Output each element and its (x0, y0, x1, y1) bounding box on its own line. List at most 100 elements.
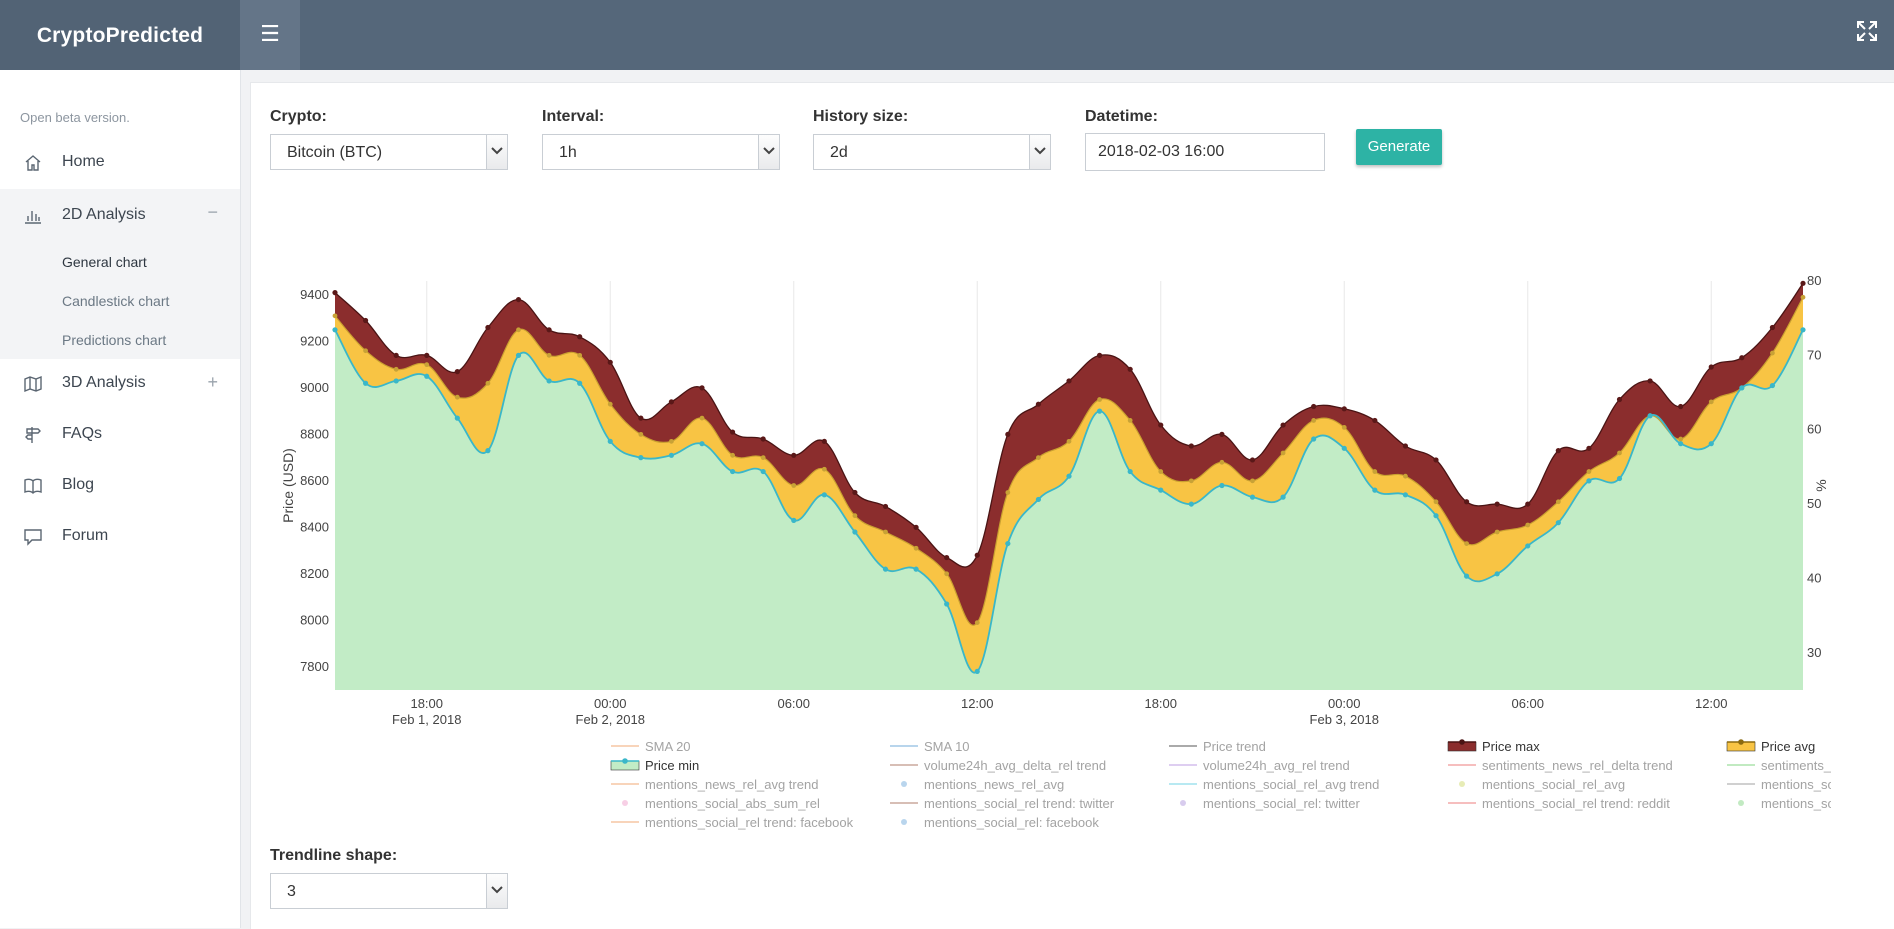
legend-label: volume24h_avg_rel trend (1203, 758, 1350, 773)
legend-item[interactable]: mentions_social_abs_sum_rel (622, 796, 820, 811)
sidebar-subitem-predictions-chart[interactable]: Predictions chart (62, 332, 167, 348)
price-min-point (1158, 487, 1164, 493)
price-max-point (1555, 448, 1561, 454)
price-max-point (1739, 355, 1745, 361)
legend-item[interactable]: volume24h_avg_rel trend (1169, 758, 1350, 773)
legend-item[interactable]: Price max (1447, 739, 1540, 754)
legend-item[interactable]: mentions_social_rel trend: facebook (611, 815, 854, 830)
generate-button[interactable]: Generate (1356, 129, 1442, 165)
sidebar-item-3d-analysis[interactable]: 3D Analysis + (0, 359, 240, 409)
price-min-point (1463, 573, 1470, 579)
x-tick-label: 06:00 (1511, 696, 1544, 711)
legend-item[interactable]: SMA 20 (611, 739, 691, 754)
legend-item[interactable]: sentiments_news_rel_delta trend (1448, 758, 1673, 773)
chevron-down-icon[interactable] (1029, 135, 1050, 169)
price-min-point (638, 455, 644, 461)
price-min-point (1005, 540, 1011, 547)
price-min-point (1249, 494, 1256, 500)
legend-item[interactable]: mentions_social_rel trend: reddit (1448, 796, 1670, 811)
sidebar-item-blog[interactable]: Blog (0, 461, 240, 511)
legend-label: mentions_social_rel: twitter (1203, 796, 1360, 811)
sidebar-item-home[interactable]: Home (0, 138, 240, 188)
book-icon (24, 477, 42, 495)
app-title[interactable]: CryptoPredicted (0, 0, 240, 70)
y-tick-label: 8200 (300, 566, 329, 581)
x-tick-label: 06:00 (777, 696, 810, 711)
price-max-point (1800, 280, 1806, 286)
legend-item[interactable]: Price min (610, 758, 699, 773)
price-avg-point (821, 466, 827, 472)
crypto-label: Crypto: (270, 108, 327, 125)
price-max-point (1678, 403, 1684, 410)
price-avg-point (424, 362, 430, 368)
legend-label: mentions_social_rel trend: twitter (924, 796, 1115, 811)
legend-item[interactable]: sentiments_social_rel_delta trend (1727, 758, 1831, 773)
price-min-point (1188, 501, 1194, 507)
price-min-point (760, 468, 766, 475)
x-tick-label: 00:00 (1328, 696, 1361, 711)
price-avg-point (454, 394, 460, 400)
price-min-point (882, 566, 889, 572)
sidebar-subitem-candlestick-chart[interactable]: Candlestick chart (62, 293, 170, 309)
price-min-point (424, 373, 430, 379)
legend-item[interactable]: mentions_social_rel_avg trend (1169, 777, 1379, 792)
legend-item[interactable]: Price avg (1726, 739, 1815, 754)
chevron-down-icon[interactable] (758, 135, 779, 169)
x-tick-date-label: Feb 1, 2018 (392, 712, 461, 727)
legend-label: mentions_social_rel trend: facebook (645, 815, 854, 830)
legend-item[interactable]: SMA 10 (890, 739, 970, 754)
legend-item[interactable]: volume24h_avg_delta_rel trend (890, 758, 1106, 773)
price-max-point (913, 524, 919, 530)
sidebar-item-label: Blog (62, 476, 95, 493)
legend-item[interactable]: mentions_news_rel_avg trend (611, 777, 818, 792)
price-max-point (1280, 422, 1286, 428)
price-min-point (607, 438, 613, 444)
price-avg-point (1433, 499, 1439, 505)
legend-item[interactable]: Price trend (1169, 739, 1266, 754)
price-avg-point (1555, 499, 1561, 505)
legend-label: SMA 20 (645, 739, 691, 754)
price-avg-point (669, 438, 674, 444)
price-avg-point (332, 313, 338, 319)
crypto-select[interactable]: Bitcoin (BTC) (270, 134, 508, 170)
collapse-icon[interactable]: − (207, 202, 218, 222)
chevron-down-icon[interactable] (486, 874, 507, 908)
legend-swatch (622, 758, 628, 764)
legend-item[interactable]: mentions_social_abs_sum_rel trend (1727, 777, 1831, 792)
y2-tick-label: 80 (1807, 273, 1821, 288)
interval-select[interactable]: 1h (542, 134, 780, 170)
legend-item[interactable]: mentions_social_rel_avg (1459, 777, 1625, 792)
legend-item[interactable]: mentions_social_rel: reddit (1738, 796, 1831, 811)
legend-label: mentions_social_rel_avg trend (1203, 777, 1379, 792)
sidebar-item-forum[interactable]: Forum (0, 512, 240, 562)
legend-item[interactable]: mentions_social_rel: twitter (1180, 796, 1360, 811)
price-min-point (1372, 487, 1378, 493)
y2-tick-label: 60 (1807, 422, 1821, 437)
fullscreen-icon[interactable] (1856, 20, 1882, 46)
price-max-point (1158, 422, 1164, 428)
chevron-down-icon[interactable] (486, 135, 507, 169)
legend-item[interactable]: mentions_news_rel_avg (901, 777, 1064, 792)
price-max-point (1647, 378, 1653, 384)
y-tick-label: 8800 (300, 426, 329, 441)
datetime-input[interactable] (1085, 133, 1325, 171)
price-min-point (485, 448, 491, 454)
history-size-select[interactable]: 2d (813, 134, 1051, 170)
sidebar-subitem-general-chart[interactable]: General chart (62, 254, 147, 270)
map-icon (24, 375, 42, 393)
legend-item[interactable]: mentions_social_rel trend: twitter (890, 796, 1115, 811)
crypto-select-value: Bitcoin (BTC) (287, 144, 383, 161)
sidebar-item-faqs[interactable]: FAQs (0, 410, 240, 460)
price-max-point (760, 436, 766, 442)
legend-item[interactable]: mentions_social_rel: facebook (901, 815, 1099, 830)
trendline-shape-select[interactable]: 3 (270, 873, 508, 909)
price-max-point (332, 290, 338, 296)
price-max-point (821, 438, 827, 444)
price-max-point (1035, 401, 1042, 407)
price-min-point (1708, 441, 1714, 447)
menu-toggle-button[interactable]: ☰ (240, 0, 300, 70)
sidebar-item-2d-analysis[interactable]: 2D Analysis − (0, 189, 240, 242)
expand-icon[interactable]: + (207, 372, 218, 392)
price-max-point (424, 352, 430, 358)
x-tick-label: 18:00 (410, 696, 443, 711)
